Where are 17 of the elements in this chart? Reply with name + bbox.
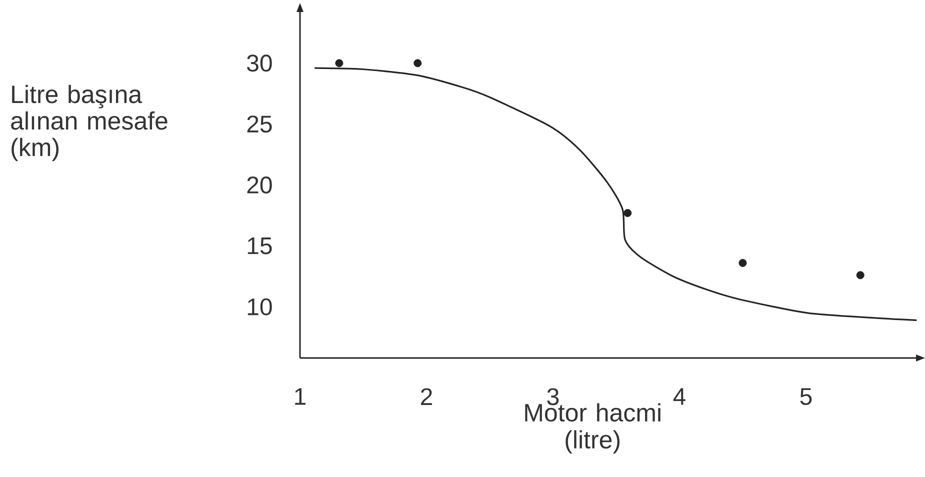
x-tick-label: 1 <box>295 388 306 405</box>
point <box>856 271 864 280</box>
point <box>624 209 632 218</box>
point <box>414 59 422 68</box>
y-tick-label: 25 <box>247 116 272 133</box>
x-axis-title: Motor hacmi (litre) <box>525 403 660 454</box>
y-tick-label: 20 <box>247 176 272 194</box>
x-tick-label: 3 <box>547 388 559 406</box>
x-tick-label: 4 <box>673 388 686 405</box>
x-tick-label: 5 <box>800 388 812 405</box>
point <box>738 258 747 267</box>
y-tick-label: 10 <box>248 298 272 316</box>
x-tick-label: 2 <box>421 388 432 405</box>
y-tick-label: 30 <box>247 54 272 72</box>
y-axis-title: Litre başına alınan mesafe (km) <box>11 84 168 162</box>
point <box>335 59 344 68</box>
y-tick-label: 15 <box>248 238 272 254</box>
